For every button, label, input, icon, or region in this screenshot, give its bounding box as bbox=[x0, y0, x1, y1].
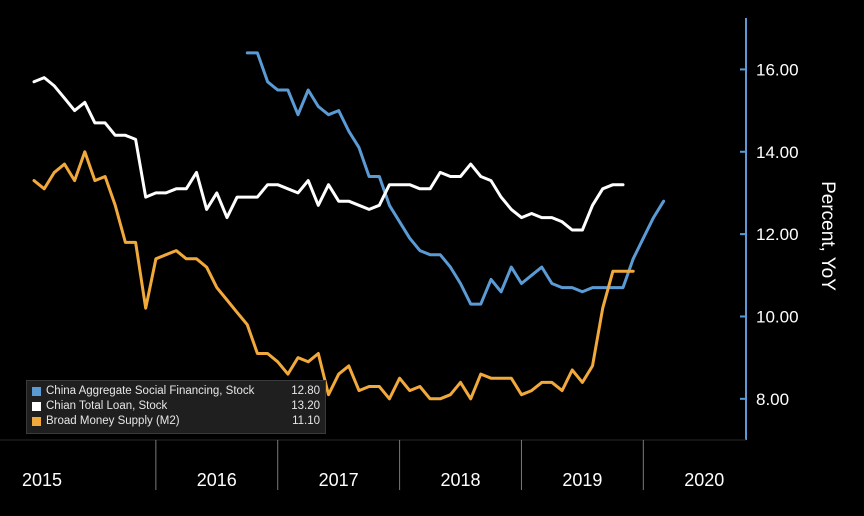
legend-value: 11.10 bbox=[292, 415, 320, 427]
legend-label: Broad Money Supply (M2) bbox=[46, 415, 180, 427]
legend-value: 13.20 bbox=[291, 400, 320, 412]
y-tick-label: 8.00 bbox=[756, 390, 789, 409]
y-tick-label: 10.00 bbox=[756, 307, 799, 326]
x-tick-label: 2016 bbox=[197, 470, 237, 490]
legend-item-m2: Broad Money Supply (M2) 11.10 bbox=[32, 414, 320, 429]
x-axis: 2015 2016 2017 2018 2019 2020 bbox=[0, 439, 746, 490]
legend-label: China Aggregate Social Financing, Stock bbox=[46, 385, 255, 397]
x-tick-label: 2015 bbox=[22, 470, 62, 490]
x-tick-label: 2018 bbox=[440, 470, 480, 490]
y-tick-label: 16.00 bbox=[756, 60, 799, 79]
legend-item-social-financing: China Aggregate Social Financing, Stock … bbox=[32, 384, 320, 399]
y-tick-label: 12.00 bbox=[756, 225, 799, 244]
series-line-1 bbox=[32, 76, 625, 232]
x-tick-label: 2020 bbox=[684, 470, 724, 490]
legend: China Aggregate Social Financing, Stock … bbox=[26, 380, 326, 434]
series-line-0 bbox=[245, 51, 666, 306]
legend-item-total-loan: Chian Total Loan, Stock 13.20 bbox=[32, 399, 320, 414]
legend-swatch bbox=[32, 417, 41, 426]
legend-swatch bbox=[32, 387, 41, 396]
y-tick-label: 14.00 bbox=[756, 143, 799, 162]
series-line-2 bbox=[32, 150, 635, 401]
legend-label: Chian Total Loan, Stock bbox=[46, 400, 168, 412]
legend-swatch bbox=[32, 402, 41, 411]
y-axis-label: Percent, YoY bbox=[817, 181, 838, 291]
series-lines bbox=[32, 51, 666, 401]
legend-value: 12.80 bbox=[291, 385, 320, 397]
x-tick-label: 2019 bbox=[562, 470, 602, 490]
x-tick-label: 2017 bbox=[319, 470, 359, 490]
y-axis: 8.00 10.00 12.00 14.00 16.00 bbox=[740, 18, 799, 440]
